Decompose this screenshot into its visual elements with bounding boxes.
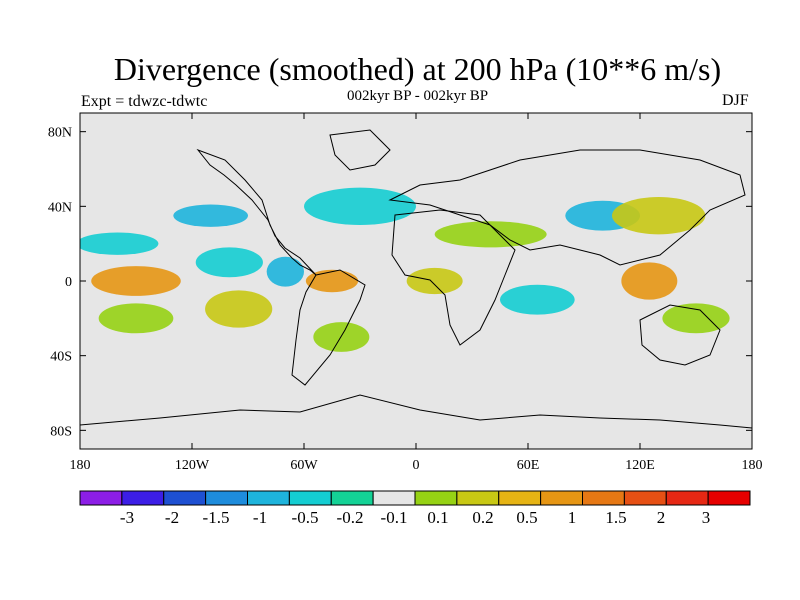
field-region (662, 303, 730, 334)
eurasia-coast (388, 149, 746, 266)
period-label: 002kyr BP - 002kyr BP (346, 88, 489, 104)
greenland-coast (329, 129, 391, 171)
colorbar-swatch (163, 490, 207, 506)
colorbar-swatch (582, 490, 625, 506)
colorbar-swatch (414, 490, 458, 506)
season-label: DJF (722, 92, 749, 109)
y-tick-label: 0 (65, 275, 72, 290)
x-tick-label: 60E (517, 458, 540, 473)
colorbar-label: -0.2 (337, 508, 364, 527)
field-region (80, 232, 159, 255)
colorbar-swatch (288, 490, 332, 506)
y-axis: 80N 40N 0 40S 80S (48, 126, 752, 439)
colorbar-label: 1.5 (605, 508, 626, 527)
colorbar-label: 0.5 (516, 508, 537, 527)
colorbar-swatch (498, 490, 542, 506)
colorbar-swatch (665, 490, 709, 506)
field-region (98, 303, 174, 334)
y-tick-label: 40N (48, 200, 72, 215)
field-region (406, 267, 463, 295)
y-tick-label: 80S (50, 424, 72, 439)
x-tick-label: 120W (175, 458, 210, 473)
australia-coast (639, 304, 721, 366)
field-region (195, 247, 263, 278)
colorbar-label: -1 (253, 508, 267, 527)
x-tick-label: 120E (625, 458, 655, 473)
field-region (499, 284, 575, 315)
field-region (91, 266, 181, 296)
x-tick-label: 0 (413, 458, 420, 473)
x-tick-label: 180 (742, 458, 763, 473)
colorbar-swatch (247, 490, 290, 506)
colorbar-label: 0.1 (427, 508, 448, 527)
map-title: Divergence (smoothed) at 200 hPa (10**6 … (113, 51, 722, 87)
south-america-coast (291, 269, 366, 386)
colorbar-swatch (540, 490, 583, 506)
colorbar-swatch (121, 490, 165, 506)
field-region (304, 187, 416, 225)
field-region (205, 290, 273, 328)
field-region (612, 197, 706, 235)
experiment-label: Expt = tdwzc-tdwtc (81, 93, 208, 110)
colorbar-swatch (205, 490, 248, 506)
colorbar-label: -2 (165, 508, 179, 527)
colorbar: -3 -2 -1.5 -1 -0.5 -0.2 -0.1 0.1 0.2 0.5 1 1.5 2 3 (79, 490, 751, 527)
africa-coast (391, 209, 516, 346)
colorbar-swatch (330, 490, 374, 506)
y-tick-label: 40S (50, 350, 72, 365)
colorbar-label: -0.5 (292, 508, 319, 527)
colorbar-label: 3 (702, 508, 711, 527)
colorbar-label: 0.2 (472, 508, 493, 527)
field-region (434, 221, 547, 248)
y-tick-label: 80N (48, 126, 72, 141)
field-region (305, 269, 359, 293)
colorbar-label: 2 (657, 508, 666, 527)
colorbar-label: -3 (120, 508, 134, 527)
field-region (266, 256, 305, 287)
colorbar-label: -1.5 (203, 508, 230, 527)
x-tick-label: 180 (70, 458, 91, 473)
coastlines (80, 129, 752, 429)
colorbar-label: 1 (568, 508, 577, 527)
colorbar-label: -0.1 (381, 508, 408, 527)
colorbar-swatch (456, 490, 500, 506)
colorbar-swatch (79, 490, 123, 506)
colorbar-swatch (707, 490, 751, 506)
divergence-field (80, 187, 730, 352)
antarctica-coast (80, 394, 752, 429)
colorbar-swatch (372, 490, 416, 506)
field-region (621, 262, 678, 300)
x-axis: 180 120W 60W 0 60E 120E 180 (70, 113, 763, 473)
colorbar-swatch (623, 490, 667, 506)
x-tick-label: 60W (290, 458, 318, 473)
field-region (173, 204, 248, 227)
